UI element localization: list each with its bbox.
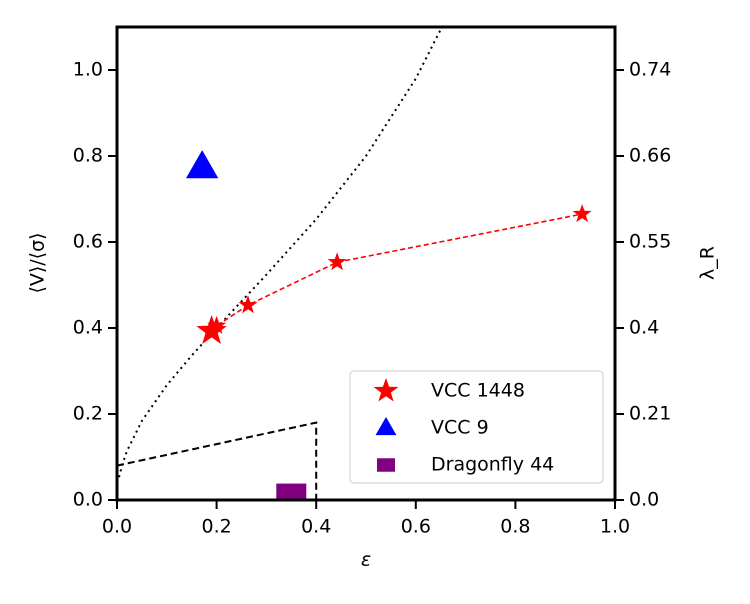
star-marker	[327, 252, 347, 271]
axes-frame	[115, 25, 617, 502]
y-tick-label: 1.0	[73, 59, 103, 81]
plot-area	[117, 27, 592, 500]
y2-axis-label: λ_R	[697, 246, 719, 280]
x-tick-label: 1.0	[600, 516, 630, 538]
y-tick-label: 0.2	[73, 403, 103, 425]
x-tick-label: 0.8	[500, 516, 530, 538]
star-marker	[572, 204, 592, 223]
star-marker	[373, 378, 399, 402]
y2-tick-label: 0.74	[629, 59, 671, 81]
y-tick-label: 0.4	[73, 317, 103, 339]
legend: VCC 1448 VCC 9 Dragonfly 44	[349, 370, 604, 484]
y2-tick-label: 0.4	[629, 317, 659, 339]
y-axis-label: ⟨V⟩/⟨σ⟩	[27, 232, 49, 293]
y-tick-label: 0.8	[73, 145, 103, 167]
triangle-marker	[186, 150, 219, 179]
x-tick-label: 0.6	[401, 516, 431, 538]
legend-label: Dragonfly 44	[431, 454, 554, 476]
star-marker	[207, 315, 227, 334]
x-tick-label: 0.0	[102, 516, 132, 538]
square-marker	[377, 458, 395, 472]
star-marker	[196, 315, 227, 344]
reference-line	[117, 27, 444, 484]
y2-tick-label: 0.66	[629, 145, 671, 167]
legend-label: VCC 9	[431, 417, 489, 439]
y-tick-label: 0.6	[73, 231, 103, 253]
triangle-marker	[375, 417, 397, 436]
x-tick-label: 0.2	[201, 516, 231, 538]
series-line	[211, 213, 583, 332]
y2-tick-label: 0.21	[629, 403, 671, 425]
x-axis-label: ε	[361, 549, 371, 571]
y2-tick-label: 0.0	[629, 489, 659, 511]
legend-label: VCC 1448	[431, 380, 525, 402]
legend-box	[349, 370, 604, 484]
star-marker	[238, 295, 258, 314]
y-tick-label: 0.0	[73, 489, 103, 511]
y2-tick-label: 0.55	[629, 231, 671, 253]
square-marker	[276, 483, 307, 500]
reference-line	[117, 421, 318, 500]
x-tick-label: 0.4	[301, 516, 331, 538]
